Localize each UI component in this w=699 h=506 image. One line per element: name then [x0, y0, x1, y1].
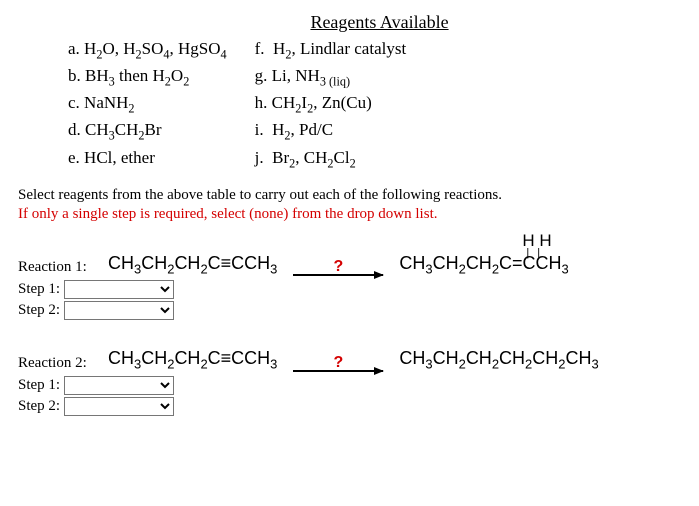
instruction-text: Select reagents from the above table to …: [18, 187, 681, 204]
reagent-e: e. HCl, ether: [68, 146, 227, 171]
reaction-2-arrow: ?: [293, 354, 383, 372]
reagent-f: f. H2, Lindlar catalyst: [255, 37, 407, 64]
reagent-b: b. BH3 then H2O2: [68, 64, 227, 91]
reaction-1-label: Reaction 1:: [18, 259, 98, 276]
reagents-col-right: f. H2, Lindlar catalyst g. Li, NH3 (liq)…: [255, 37, 407, 173]
reagents-col-left: a. H2O, H2SO4, HgSO4 b. BH3 then H2O2 c.…: [68, 37, 227, 173]
reagent-h: h. CH2I2, Zn(Cu): [255, 91, 407, 118]
reaction-1-arrow: ?: [293, 258, 383, 276]
warning-text: If only a single step is required, selec…: [18, 206, 681, 223]
reaction-2-label: Reaction 2:: [18, 355, 98, 372]
reaction-1-step-2-select[interactable]: [64, 301, 174, 320]
reaction-1-step-1-select[interactable]: [64, 280, 174, 299]
reagents-title: Reagents Available: [18, 12, 681, 33]
reaction-1-start: CH3CH2CH2C≡CCH3: [108, 253, 277, 277]
reaction-1: Reaction 1: CH3CH2CH2C≡CCH3 ? H H || CH3…: [18, 253, 681, 321]
reaction-2-product: CH3CH2CH2CH2CH2CH3: [399, 348, 598, 372]
reaction-2-step-1-select[interactable]: [64, 376, 174, 395]
step2-label: Step 2:: [18, 302, 60, 319]
step2-label: Step 2:: [18, 398, 60, 415]
cis-bonds: ||: [526, 247, 548, 259]
reagent-i: i. H2, Pd/C: [255, 118, 407, 145]
step1-label: Step 1:: [18, 281, 60, 298]
step1-label: Step 1:: [18, 377, 60, 394]
reagents-table: a. H2O, H2SO4, HgSO4 b. BH3 then H2O2 c.…: [68, 37, 681, 173]
reagent-d: d. CH3CH2Br: [68, 118, 227, 145]
reagent-a: a. H2O, H2SO4, HgSO4: [68, 37, 227, 64]
reaction-2-step-2-select[interactable]: [64, 397, 174, 416]
reaction-1-product: H H || CH3CH2CH2C=CCH3: [399, 253, 568, 277]
reaction-2-start: CH3CH2CH2C≡CCH3: [108, 348, 277, 372]
reagent-j: j. Br2, CH2Cl2: [255, 146, 407, 173]
reaction-2: Reaction 2: CH3CH2CH2C≡CCH3 ? CH3CH2CH2C…: [18, 348, 681, 416]
reagent-c: c. NaNH2: [68, 91, 227, 118]
reagent-g: g. Li, NH3 (liq): [255, 64, 407, 91]
